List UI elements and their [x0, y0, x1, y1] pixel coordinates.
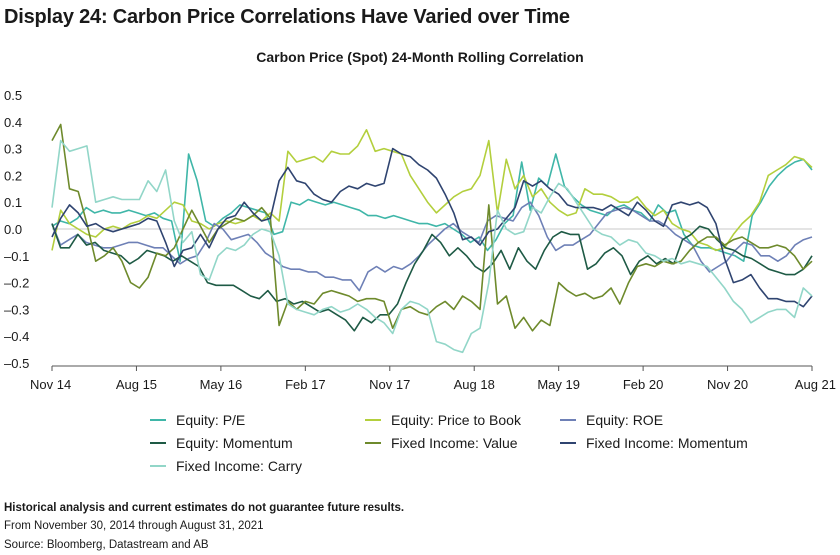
legend-label: Equity: Price to Book	[391, 412, 521, 428]
legend-swatch	[150, 442, 166, 444]
y-tick-label: 0.0	[4, 222, 22, 237]
legend-swatch	[560, 442, 576, 444]
series-line-fixed-income-momentum	[51, 147, 813, 308]
series-line-equity-p-e	[51, 153, 813, 263]
legend-label: Fixed Income: Carry	[176, 458, 303, 474]
page-title: Display 24: Carbon Price Correlations Ha…	[4, 6, 570, 28]
legend-item: Equity: Momentum	[150, 435, 293, 451]
legend-swatch	[150, 419, 166, 421]
series-line-equity-roe	[51, 201, 813, 292]
y-tick-label: 0.1	[4, 195, 22, 210]
y-tick-label: –0.2	[4, 276, 29, 291]
x-axis: Nov 14 Aug 15 May 16 Feb 17 Nov 17 Aug 18 May …	[30, 365, 836, 392]
legend-swatch	[560, 419, 576, 421]
legend-swatch	[150, 465, 166, 467]
y-tick-label: –0.1	[4, 249, 29, 264]
legend-item: Equity: Price to Book	[365, 412, 521, 428]
period-note: From November 30, 2014 through August 31…	[4, 520, 264, 532]
legend-item: Fixed Income: Carry	[150, 458, 302, 474]
y-tick-label: –0.5	[4, 356, 29, 371]
legend-label: Fixed Income: Value	[391, 435, 518, 451]
x-tick-label: Nov 14	[30, 377, 71, 392]
series-line-fixed-income-carry	[51, 139, 813, 354]
x-tick-label: Nov 20	[707, 377, 748, 392]
series-line-fixed-income-value	[51, 123, 813, 332]
legend-label: Equity: P/E	[176, 412, 246, 428]
x-tick-label: Aug 18	[454, 377, 495, 392]
y-tick-label: 0.5	[4, 88, 22, 103]
y-tick-label: –0.3	[4, 302, 29, 317]
series-line-equity-momentum	[51, 223, 813, 332]
y-tick-label: –0.4	[4, 329, 29, 344]
series-line-equity-price-to-book	[51, 129, 813, 252]
y-tick-label: 0.2	[4, 168, 22, 183]
legend-swatch	[365, 419, 381, 421]
disclaimer: Historical analysis and current estimate…	[4, 502, 405, 514]
series-layer	[51, 123, 813, 354]
legend-item: Fixed Income: Value	[365, 435, 518, 451]
x-tick-label: Aug 21	[795, 377, 836, 392]
x-tick-label: May 16	[200, 377, 243, 392]
line-chart: 0.5 0.4 0.3 0.2 0.1 0.0 –0.1 –0.2 –0.3 –0.4 –0.5 N…	[4, 88, 836, 392]
y-axis-ticks: 0.5 0.4 0.3 0.2 0.1 0.0 –0.1 –0.2 –0.3 –0.4 –0.5	[4, 88, 29, 371]
x-tick-label: Feb 20	[623, 377, 663, 392]
legend-label: Equity: Momentum	[176, 435, 293, 451]
x-tick-label: Nov 17	[369, 377, 410, 392]
legend-item: Equity: P/E	[150, 412, 245, 428]
x-tick-label: May 19	[537, 377, 580, 392]
chart-title: Carbon Price (Spot) 24-Month Rolling Cor…	[256, 49, 584, 65]
legend-item: Fixed Income: Momentum	[560, 435, 748, 451]
legend-swatch	[365, 442, 381, 444]
legend-item: Equity: ROE	[560, 412, 663, 428]
x-tick-label: Feb 17	[285, 377, 325, 392]
y-tick-label: 0.4	[4, 115, 22, 130]
legend-label: Fixed Income: Momentum	[586, 435, 748, 451]
legend-label: Equity: ROE	[586, 412, 664, 428]
y-tick-label: 0.3	[4, 142, 22, 157]
source-note: Source: Bloomberg, Datastream and AB	[4, 539, 209, 551]
x-tick-label: Aug 15	[116, 377, 157, 392]
